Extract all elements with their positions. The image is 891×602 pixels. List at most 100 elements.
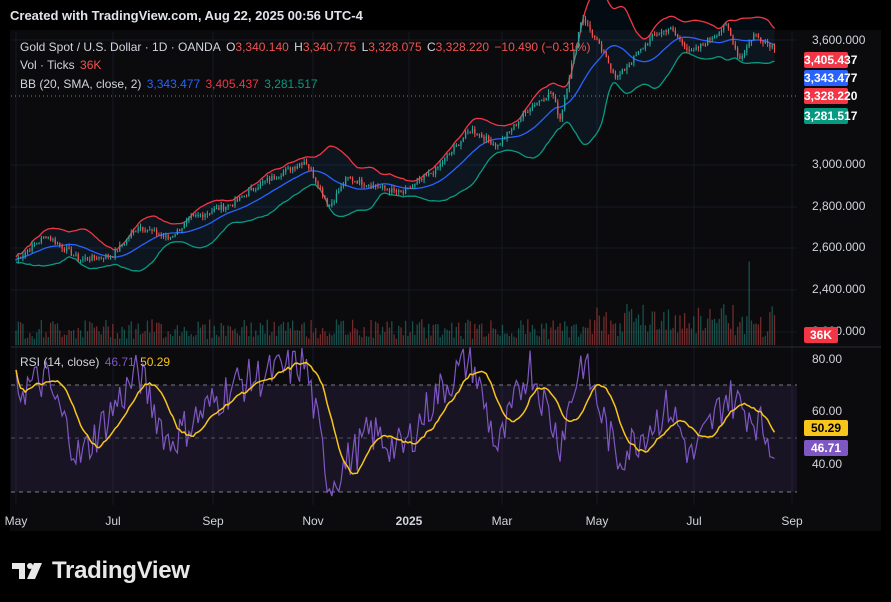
volume-bar bbox=[773, 315, 776, 345]
candle-body bbox=[324, 195, 326, 199]
candle-body bbox=[619, 74, 621, 77]
candle-body bbox=[695, 47, 697, 51]
candle-body bbox=[356, 181, 358, 184]
candle-body bbox=[395, 190, 398, 193]
candle-body bbox=[522, 112, 524, 119]
candle-body bbox=[499, 144, 501, 146]
candle-body bbox=[22, 255, 24, 259]
candle-body bbox=[183, 223, 185, 229]
volume-bar bbox=[15, 330, 17, 345]
volume-bar bbox=[112, 324, 114, 345]
volume-bar bbox=[361, 337, 363, 345]
volume-bar bbox=[305, 336, 308, 345]
candle-body bbox=[764, 41, 766, 44]
volume-bar bbox=[218, 336, 220, 345]
volume-bar bbox=[211, 337, 213, 345]
candle-body bbox=[361, 179, 363, 185]
price-tick: 2,400.000 bbox=[812, 282, 866, 296]
rsi-label[interactable]: RSI (14, close) bbox=[20, 355, 100, 369]
candle-body bbox=[529, 108, 531, 112]
volume-bar bbox=[573, 324, 575, 345]
candle-body bbox=[243, 195, 245, 197]
candle-body bbox=[633, 55, 635, 63]
volume-bar bbox=[285, 330, 287, 345]
candle-body bbox=[17, 257, 19, 260]
candle-body bbox=[753, 34, 755, 41]
chart-frame[interactable] bbox=[10, 30, 881, 531]
volume-bar bbox=[411, 321, 414, 345]
volume-bar bbox=[84, 320, 86, 345]
bb-label[interactable]: BB (20, SMA, close, 2) bbox=[20, 77, 142, 91]
volume-bar bbox=[658, 328, 660, 345]
volume-bar bbox=[338, 324, 340, 345]
volume-bar bbox=[340, 321, 342, 345]
volume-bar bbox=[665, 329, 667, 345]
volume-bar bbox=[29, 333, 31, 345]
candle-body bbox=[485, 136, 487, 141]
volume-bar bbox=[188, 336, 190, 345]
candle-body bbox=[739, 56, 741, 59]
volume-bar bbox=[232, 330, 234, 345]
candle-body bbox=[707, 38, 709, 45]
candle-body bbox=[600, 43, 603, 52]
volume-bar bbox=[197, 321, 199, 345]
volume-bar bbox=[36, 332, 38, 345]
symbol-label[interactable]: Gold Spot / U.S. Dollar · 1D · OANDA bbox=[20, 40, 221, 54]
candle-body bbox=[185, 220, 188, 224]
volume-bar bbox=[568, 337, 570, 345]
candle-body bbox=[504, 138, 506, 140]
candle-body bbox=[628, 64, 630, 68]
volume-legend[interactable]: Vol · Ticks 36K bbox=[20, 58, 103, 72]
main-legend[interactable]: Gold Spot / U.S. Dollar · 1D · OANDA O3,… bbox=[20, 40, 592, 54]
candle-body bbox=[402, 192, 404, 194]
candle-body bbox=[68, 247, 70, 250]
candle-body bbox=[393, 188, 395, 191]
candle-body bbox=[612, 69, 614, 73]
candle-body bbox=[250, 188, 252, 191]
volume-bar bbox=[370, 319, 372, 345]
candle-body bbox=[760, 37, 762, 42]
bb-lower-line bbox=[15, 51, 775, 272]
volume-bar bbox=[598, 315, 600, 345]
candle-body bbox=[746, 46, 748, 53]
volume-bar bbox=[766, 331, 769, 345]
footer-brand[interactable]: TradingView bbox=[12, 556, 190, 586]
volume-value: 36K bbox=[80, 58, 102, 72]
candle-body bbox=[640, 48, 642, 52]
volume-bar bbox=[732, 304, 734, 345]
volume-bar bbox=[363, 326, 365, 345]
volume-bar bbox=[68, 329, 70, 345]
candle-body bbox=[679, 37, 681, 40]
volume-bar bbox=[497, 334, 499, 345]
candle-body bbox=[467, 131, 469, 133]
candle-body bbox=[642, 48, 644, 50]
volume-bar bbox=[677, 332, 679, 345]
candle-body bbox=[308, 164, 310, 169]
volume-bar bbox=[746, 316, 748, 345]
volume-bar bbox=[183, 326, 185, 345]
bb-legend[interactable]: BB (20, SMA, close, 2) 3,343.477 3,405.4… bbox=[20, 77, 320, 91]
volume-label[interactable]: Vol · Ticks bbox=[20, 58, 75, 72]
volume-bar bbox=[727, 323, 730, 345]
volume-bar bbox=[543, 328, 545, 345]
candle-body bbox=[181, 228, 183, 232]
candle-body bbox=[72, 255, 75, 257]
volume-bar bbox=[757, 324, 760, 345]
candle-body bbox=[162, 235, 165, 237]
candle-body bbox=[52, 239, 54, 241]
candle-body bbox=[188, 218, 190, 221]
candle-body bbox=[379, 187, 381, 189]
candle-body bbox=[43, 236, 45, 238]
volume-bar bbox=[656, 329, 658, 345]
candle-body bbox=[255, 189, 257, 191]
candle-body bbox=[515, 124, 517, 126]
volume-bar bbox=[711, 319, 713, 345]
candle-body bbox=[225, 206, 227, 210]
volume-bar bbox=[301, 324, 303, 345]
price-tick: 2,800.000 bbox=[812, 199, 866, 213]
volume-bar bbox=[421, 319, 423, 345]
volume-bar bbox=[33, 338, 36, 345]
volume-bar bbox=[137, 323, 139, 345]
rsi-legend[interactable]: RSI (14, close) 46.71 50.29 bbox=[20, 355, 172, 369]
